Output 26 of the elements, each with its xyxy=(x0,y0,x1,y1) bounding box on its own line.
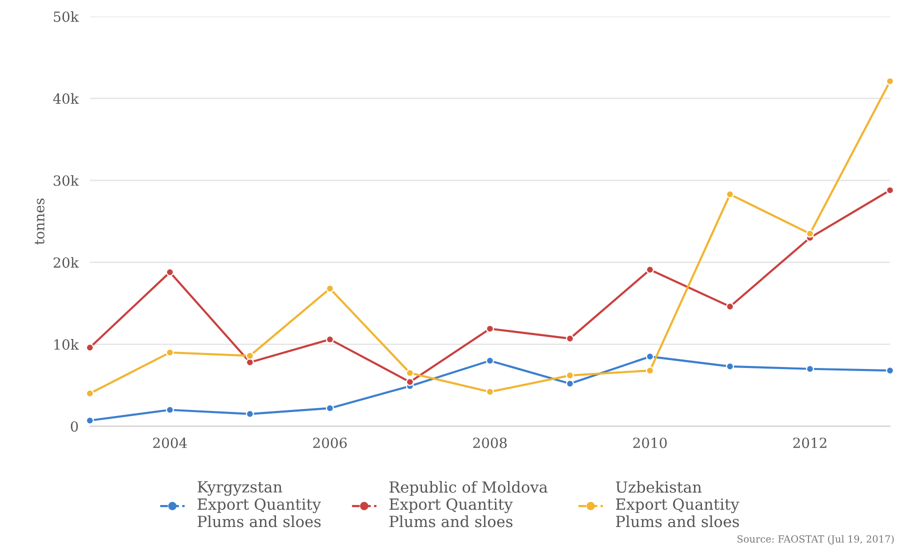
x-tick-label: 2012 xyxy=(793,438,826,448)
y-tick-label: 0 xyxy=(70,421,78,432)
source-note: Source: FAOSTAT (Jul 19, 2017) xyxy=(738,535,894,544)
point xyxy=(166,268,174,276)
y-tick-label: 40k xyxy=(53,93,79,104)
point xyxy=(486,356,494,365)
y-axis-title: tonnes xyxy=(34,198,44,245)
y-tick-label: 20k xyxy=(54,257,79,268)
x-tick-label: 2006 xyxy=(313,438,347,448)
y-tick-label: 10k xyxy=(54,339,79,350)
point xyxy=(326,404,334,412)
point xyxy=(806,230,814,238)
point xyxy=(486,388,494,396)
x-tick-label: 2010 xyxy=(633,438,667,448)
legend-label: Republic of Moldova Export Quantity Plums and sloes xyxy=(389,480,548,528)
y-tick-label: 30k xyxy=(54,175,79,186)
point xyxy=(246,358,254,366)
x-tick-label: 2008 xyxy=(473,438,507,448)
point xyxy=(246,352,254,360)
point xyxy=(326,284,334,293)
point xyxy=(486,324,494,333)
y-tick-label: 50k xyxy=(54,11,79,22)
legend-label: Uzbekistan Export Quantity Plums and sloes xyxy=(616,480,740,528)
x-tick-label: 2004 xyxy=(153,438,187,448)
point xyxy=(646,266,654,274)
legend-label: Kyrgyzstan Export Quantity Plums and sloes xyxy=(198,481,321,528)
